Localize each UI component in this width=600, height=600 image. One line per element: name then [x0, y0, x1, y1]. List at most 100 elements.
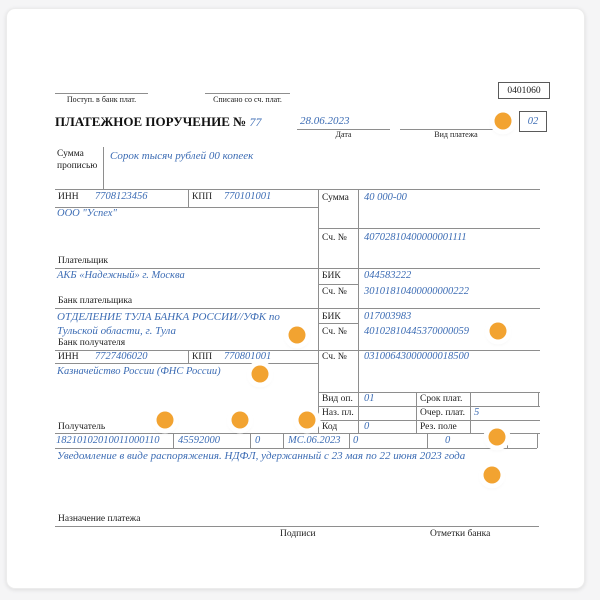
divider [103, 147, 104, 189]
date-underline [297, 129, 390, 130]
oktmo-code: 45592000 [178, 435, 220, 446]
table-line [416, 392, 417, 433]
payee-kpp: 770801001 [224, 351, 272, 362]
table-line [470, 392, 471, 433]
tax-period-code: МС.06.2023 [288, 435, 341, 446]
payer-bank-label: Банк плательщика [58, 296, 133, 306]
payment-order-document [6, 8, 585, 589]
table-line [358, 189, 359, 433]
form-code: 0401060 [507, 85, 541, 96]
pay-purpose-code-label: Наз. пл. [322, 408, 354, 418]
annotation-marker[interactable] [298, 411, 316, 429]
payer-kpp: 770101001 [224, 191, 272, 202]
table-line [55, 350, 540, 351]
amount-label: Сумма [322, 193, 349, 203]
debited-from-account-label: Списано со сч. плат. [213, 95, 282, 104]
table-line [318, 323, 358, 324]
op-type-value: 01 [364, 393, 375, 404]
payee-bank-name-line1: ОТДЕЛЕНИЕ ТУЛА БАНКА РОССИИ//УФК по [57, 311, 280, 323]
annotation-marker[interactable] [288, 326, 306, 344]
payee-bank-account-label: Сч. № [322, 327, 347, 337]
payee-label: Получатель [58, 422, 106, 432]
reserve-field-label: Рез. поле [420, 422, 457, 432]
payee-kpp-label: КПП [192, 352, 213, 362]
payer-account-label: Сч. № [322, 233, 347, 243]
table-line [55, 363, 318, 364]
payer-bank-bik-label: БИК [322, 271, 341, 281]
received-at-bank-label: Поступ. в банк плат. [66, 95, 137, 104]
status-code: 02 [527, 116, 539, 127]
kbk-code: 18210102010011000110 [56, 435, 160, 446]
payee-bank-name-line2: Тульской области, г. Тула [57, 325, 176, 337]
annotation-marker[interactable] [156, 411, 174, 429]
payee-name: Казначейство России (ФНС России) [57, 366, 221, 377]
annotation-marker[interactable] [231, 411, 249, 429]
table-line [318, 189, 319, 433]
divider [55, 93, 148, 94]
payee-bank-bik-label: БИК [322, 312, 341, 322]
priority-label: Очер. плат. [420, 408, 465, 418]
table-line [283, 433, 284, 448]
amount-words-label-1: Сумма [57, 149, 84, 159]
form-code-box: 0401060 [498, 82, 550, 99]
payment-type-underline [400, 129, 512, 130]
payer-bank-account: 30101810400000000222 [364, 286, 469, 297]
date-label: Дата [335, 130, 352, 139]
table-line [507, 433, 508, 448]
due-date-label: Срок плат. [420, 394, 463, 404]
payee-inn: 7727406020 [95, 351, 148, 362]
divider [205, 93, 290, 94]
payee-bank-account: 40102810445370000059 [364, 326, 469, 337]
annotation-marker[interactable] [251, 365, 269, 383]
annotation-marker[interactable] [489, 322, 507, 340]
table-line [55, 448, 537, 449]
payer-account: 40702810400000001111 [364, 232, 467, 243]
payer-bank-name: АКБ «Надежный» г. Москва [57, 270, 185, 281]
bank-marks-label: Отметки банка [430, 529, 491, 539]
document-number-code: 0 [353, 435, 359, 446]
payee-inn-label: ИНН [58, 352, 79, 362]
table-line [55, 308, 540, 309]
payer-kpp-label: КПП [192, 192, 213, 202]
amount-words-label-2: прописью [57, 161, 98, 171]
payer-name: ООО "Успех" [57, 208, 117, 219]
amount-value: 40 000-00 [364, 192, 407, 203]
table-line [188, 189, 189, 207]
code-label: Код [322, 422, 338, 432]
code-value: 0 [364, 421, 370, 432]
annotation-marker[interactable] [488, 428, 506, 446]
table-line [188, 350, 189, 363]
table-line [318, 392, 540, 393]
annotation-marker[interactable] [483, 466, 501, 484]
payment-type-label: Вид платежа [434, 130, 478, 139]
payer-bank-account-label: Сч. № [322, 287, 347, 297]
payee-bank-bik: 017003983 [364, 311, 412, 322]
payee-account: 03100643000000018500 [364, 351, 469, 362]
purpose-underline [55, 526, 539, 527]
payer-inn-label: ИНН [58, 192, 79, 202]
table-line [318, 284, 358, 285]
table-line [55, 207, 318, 208]
table-line [318, 228, 540, 229]
payee-account-label: Сч. № [322, 352, 347, 362]
table-line [55, 268, 540, 269]
document-date-code: 0 [445, 435, 451, 446]
table-line [538, 392, 539, 406]
table-line [318, 406, 540, 407]
table-line [427, 433, 428, 448]
payer-label: Плательщик [58, 256, 109, 266]
annotation-marker[interactable] [494, 112, 512, 130]
payer-inn: 7708123456 [95, 191, 148, 202]
amount-in-words: Сорок тысяч рублей 00 копеек [110, 150, 254, 162]
table-line [55, 433, 540, 434]
document-number: 77 [249, 115, 262, 129]
payment-purpose-label: Назначение платежа [58, 514, 141, 524]
payment-purpose-text: Уведомление в виде распоряжения. НДФЛ, у… [57, 450, 466, 462]
table-line [318, 420, 540, 421]
op-type-label: Вид оп. [322, 394, 353, 404]
basis-code: 0 [255, 435, 261, 446]
signatures-label: Подписи [280, 529, 316, 539]
status-code-box: 02 [519, 111, 547, 132]
payee-bank-label: Банк получателя [58, 338, 126, 348]
table-line [173, 433, 174, 448]
